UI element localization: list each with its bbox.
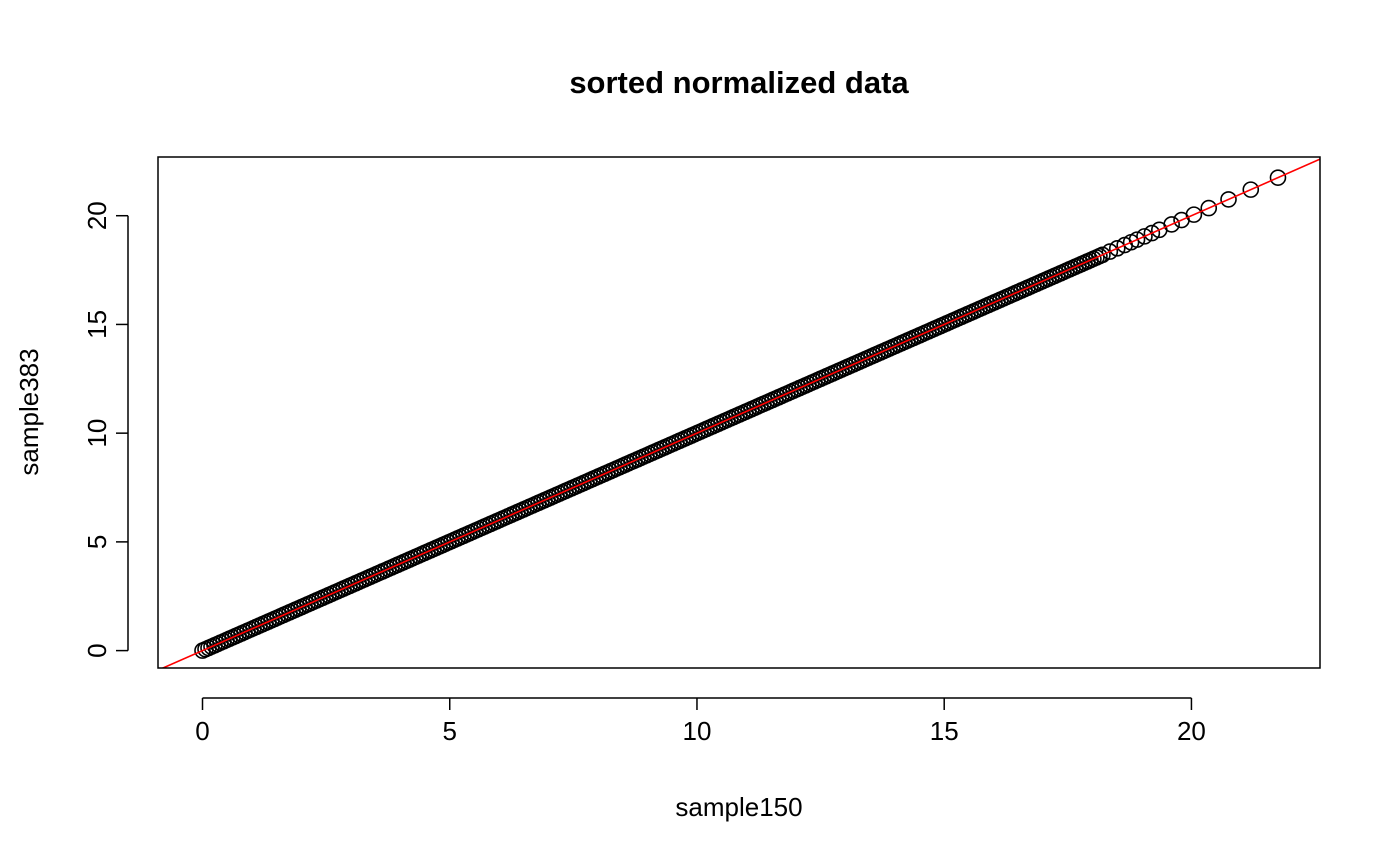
x-tick-label: 0 (195, 716, 209, 746)
x-axis: 0 5 10 15 20 (195, 697, 1206, 746)
y-tick-label: 10 (82, 419, 112, 448)
data-point (1269, 169, 1287, 186)
data-point (1094, 246, 1111, 264)
data-point (1128, 231, 1146, 248)
y-axis-label: sample383 (14, 348, 44, 475)
data-point (1242, 181, 1260, 198)
x-tick-label: 5 (443, 716, 457, 746)
data-point (1143, 224, 1161, 242)
y-axis: 0 5 10 15 20 (82, 201, 129, 658)
y-tick-label: 0 (82, 643, 112, 657)
y-tick-label: 15 (82, 310, 112, 339)
y-tick-label: 20 (82, 201, 112, 230)
plot-area (160, 158, 1320, 668)
x-tick-label: 20 (1177, 716, 1206, 746)
data-point (1163, 216, 1180, 233)
plot-frame (157, 156, 1321, 669)
data-point (1101, 243, 1119, 260)
data-point (1220, 191, 1237, 208)
x-axis-label: sample150 (675, 792, 802, 822)
x-tick-label: 15 (930, 716, 959, 746)
data-point (1200, 199, 1218, 217)
data-point (1136, 228, 1153, 245)
x-tick-label: 10 (683, 716, 712, 746)
y-tick-label: 5 (82, 535, 112, 549)
reference-line (160, 158, 1320, 668)
chart-title: sorted normalized data (569, 65, 909, 100)
data-point (1185, 206, 1203, 223)
data-point (1108, 240, 1126, 257)
